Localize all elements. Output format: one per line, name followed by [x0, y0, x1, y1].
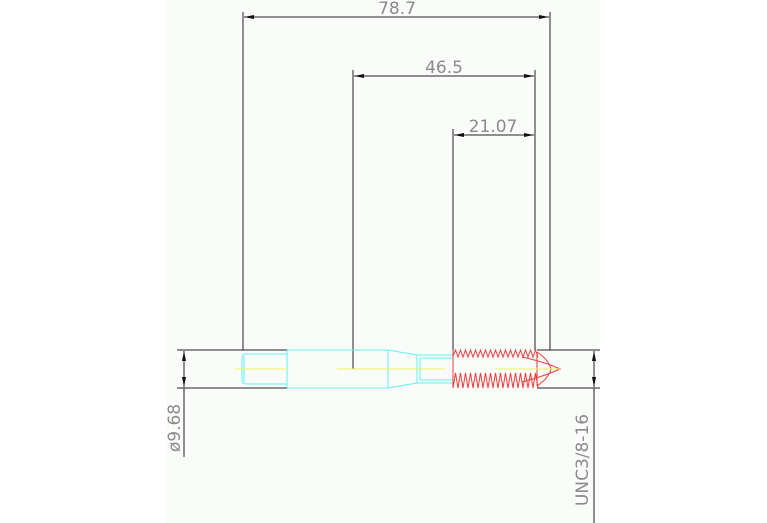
drawing-canvas [167, 0, 600, 523]
dim-thread-length: 21.07 [469, 117, 518, 137]
extension-lines [177, 12, 600, 389]
dim-shank-diameter: ø9.68 [165, 404, 185, 452]
dim-length-2: 46.5 [425, 58, 463, 78]
neck [419, 355, 454, 383]
dim-overall-length: 78.7 [378, 0, 416, 19]
dim-thread-spec: UNC3/8-16 [573, 414, 593, 506]
